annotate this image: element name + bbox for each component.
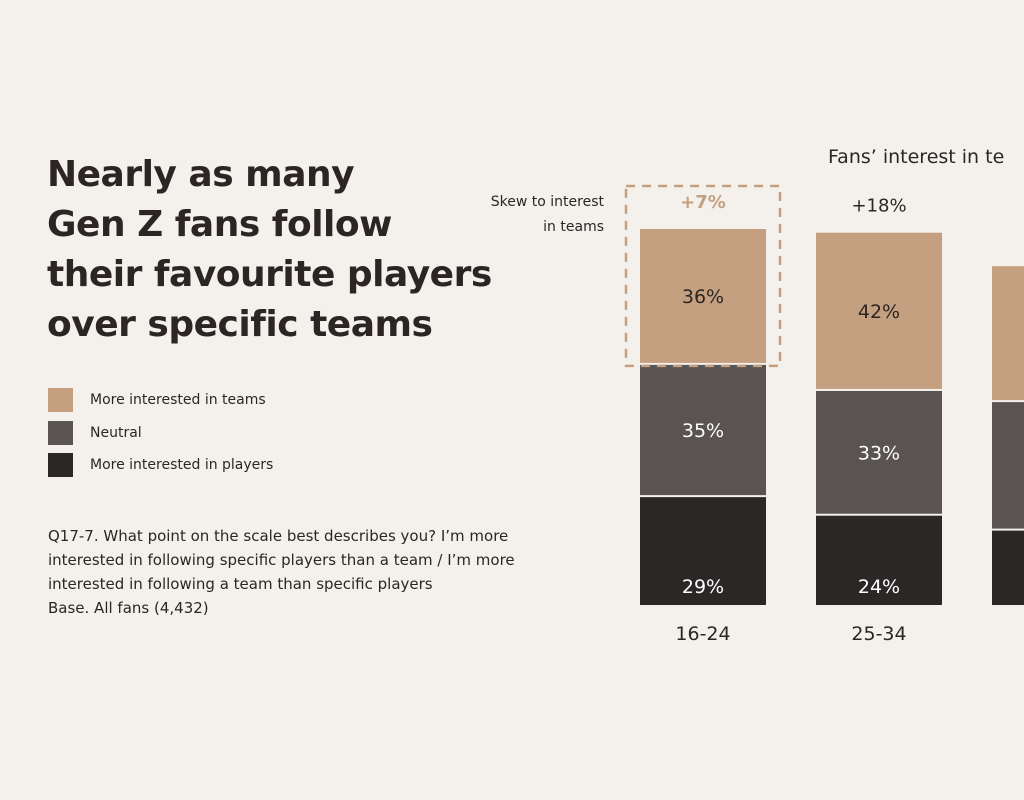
headline-line: their favourite players — [47, 254, 492, 295]
bar-segment-teams — [640, 229, 766, 363]
legend-item-players: More interested in players — [48, 453, 273, 477]
bar-segment-teams — [992, 266, 1024, 401]
legend-swatch-players — [48, 453, 73, 477]
data-label: 35% — [682, 420, 724, 442]
data-label: 36% — [682, 286, 724, 308]
data-label: 42% — [858, 301, 900, 323]
headline-line: Gen Z fans follow — [47, 204, 392, 245]
bar-segment-players — [816, 515, 942, 605]
headline-line: Nearly as many — [47, 154, 355, 195]
bar-segment-players — [992, 530, 1024, 605]
category-label: 16-24 — [675, 623, 730, 645]
skew-label: in teams — [543, 219, 604, 235]
legend-item-neutral: Neutral — [48, 420, 273, 445]
data-label: 29% — [682, 576, 724, 598]
legend-label: More interested in players — [90, 457, 274, 473]
legend-swatch-teams — [48, 388, 73, 412]
bar-segment-neutral — [640, 364, 766, 496]
bar-segment-neutral — [816, 390, 942, 514]
legend-label: More interested in teams — [90, 392, 266, 408]
bar-segment-neutral — [992, 402, 1024, 529]
headline-line: over specific teams — [47, 304, 433, 345]
note-line: Base. All fans (4,432) — [48, 599, 209, 617]
chart-title: Fans’ interest in te — [828, 146, 1004, 168]
bar-segment-players — [640, 497, 766, 605]
highlight-box — [624, 184, 782, 368]
note-line: interested in following specific players… — [48, 551, 515, 569]
note-line: interested in following a team than spec… — [48, 575, 433, 593]
note-line: Q17-7. What point on the scale best desc… — [48, 527, 509, 545]
survey-note: Q17-7. What point on the scale best desc… — [48, 524, 548, 620]
data-label: 33% — [858, 442, 900, 464]
legend-swatch-neutral — [48, 420, 73, 445]
skew-label: Skew to interest — [491, 194, 605, 210]
data-label: 24% — [858, 576, 900, 598]
skew-value: +7% — [680, 192, 726, 213]
legend-item-teams: More interested in teams — [48, 388, 273, 412]
legend-label: Neutral — [90, 424, 142, 441]
headline: Nearly as many Gen Z fans follow their f… — [47, 150, 497, 350]
legend: More interested in teams Neutral More in… — [48, 388, 273, 486]
bar-segment-teams — [816, 232, 942, 389]
skew-value: +18% — [851, 196, 906, 217]
category-label: 25-34 — [851, 623, 906, 645]
